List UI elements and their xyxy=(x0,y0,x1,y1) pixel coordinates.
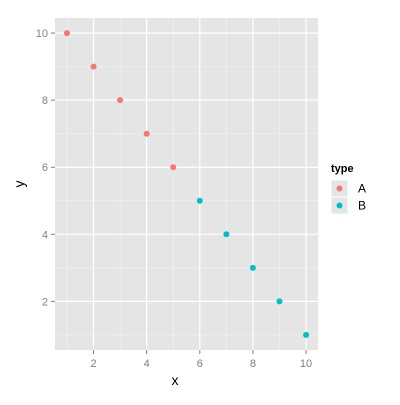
data-point-a xyxy=(143,130,150,137)
y-axis-title: y xyxy=(11,181,27,188)
data-point-a xyxy=(117,97,124,104)
legend-title: type xyxy=(331,163,354,175)
legend-key-swatch xyxy=(336,202,343,209)
data-point-a xyxy=(63,30,70,37)
data-point-a xyxy=(90,63,97,70)
legend: type AB xyxy=(330,163,366,215)
y-axis-ticks: 2 4 6 8 10 xyxy=(36,28,55,308)
x-tick-label: 10 xyxy=(300,358,312,370)
data-point-b xyxy=(276,298,283,305)
x-tick-label: 6 xyxy=(197,358,203,370)
legend-label: B xyxy=(358,199,366,213)
plot-panel xyxy=(55,18,318,350)
grid-major xyxy=(55,18,318,350)
y-tick-label: 8 xyxy=(42,95,48,107)
data-point-a xyxy=(170,164,177,171)
x-axis-ticks: 2 4 6 8 10 xyxy=(90,350,312,370)
y-tick-label: 4 xyxy=(42,229,48,241)
x-tick-label: 8 xyxy=(250,358,256,370)
data-point-b xyxy=(303,331,310,338)
data-point-b xyxy=(249,264,256,271)
y-tick-label: 10 xyxy=(36,28,48,40)
legend-label: A xyxy=(358,182,366,196)
legend-items: AB xyxy=(330,179,366,215)
x-tick-label: 2 xyxy=(90,358,96,370)
data-point-b xyxy=(223,231,230,238)
y-tick-label: 2 xyxy=(42,296,48,308)
legend-key-swatch xyxy=(336,185,343,192)
data-points xyxy=(63,30,310,338)
grid-minor xyxy=(55,18,318,350)
y-tick-label: 6 xyxy=(42,162,48,174)
x-axis-title: x xyxy=(172,372,179,388)
data-point-b xyxy=(196,197,203,204)
x-tick-label: 4 xyxy=(144,358,150,370)
